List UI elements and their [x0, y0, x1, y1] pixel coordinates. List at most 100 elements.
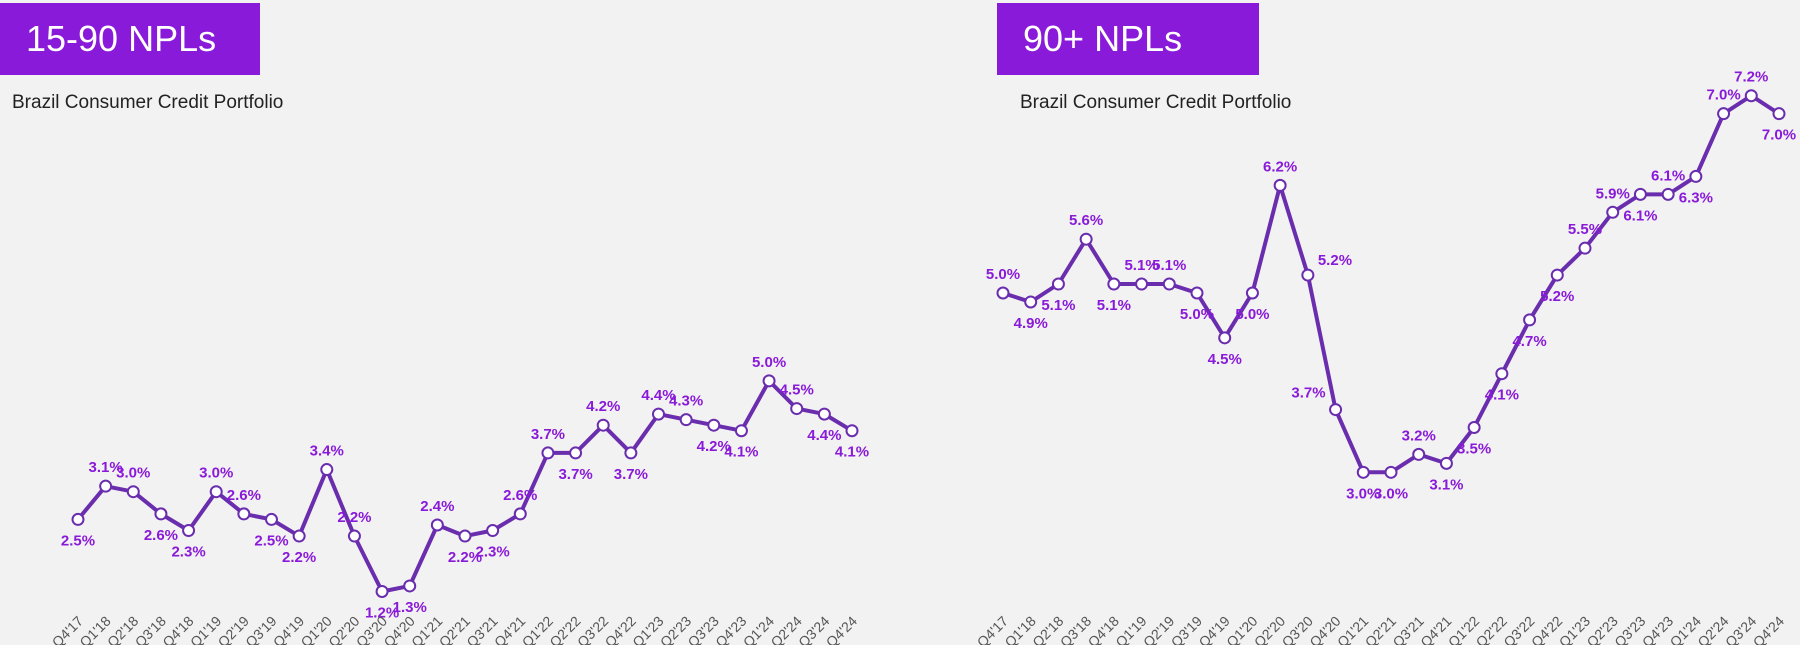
data-label: 7.0%	[1706, 87, 1740, 104]
data-point	[1190, 286, 1204, 300]
data-label: 5.9%	[1596, 185, 1630, 202]
data-point	[237, 507, 251, 521]
data-label: 5.1%	[1041, 297, 1075, 314]
data-point	[1495, 367, 1509, 381]
data-point	[1024, 295, 1038, 309]
data-point	[347, 529, 361, 543]
data-label: 5.2%	[1540, 288, 1574, 305]
data-point	[1606, 205, 1620, 219]
data-label: 3.1%	[89, 459, 123, 476]
data-label: 2.5%	[61, 532, 95, 549]
data-label: 2.2%	[337, 509, 371, 526]
data-label: 2.3%	[476, 544, 510, 561]
x-tick-label: Q4'24	[823, 613, 861, 645]
data-point	[1245, 286, 1259, 300]
data-label: 4.2%	[586, 398, 620, 415]
data-label: 3.7%	[614, 466, 648, 483]
data-point	[486, 524, 500, 538]
data-point	[707, 418, 721, 432]
data-point	[996, 286, 1010, 300]
data-point	[1273, 178, 1287, 192]
data-point	[569, 446, 583, 460]
data-label: 6.2%	[1263, 158, 1297, 175]
data-label: 6.3%	[1679, 189, 1713, 206]
data-point	[1717, 107, 1731, 121]
data-point	[541, 446, 555, 460]
data-point	[596, 418, 610, 432]
data-label: 4.9%	[1014, 315, 1048, 332]
data-label: 3.0%	[1346, 485, 1380, 502]
data-point	[652, 407, 665, 421]
data-label: 3.7%	[531, 426, 565, 443]
data-label: 4.4%	[641, 387, 675, 404]
data-point	[1329, 403, 1343, 417]
data-label: 5.2%	[1318, 252, 1352, 269]
data-label: 2.6%	[503, 487, 537, 504]
data-point	[403, 579, 417, 593]
data-label: 2.6%	[227, 487, 261, 504]
data-label: 5.1%	[1124, 257, 1158, 274]
data-label: 5.5%	[1568, 221, 1602, 238]
data-point	[99, 479, 113, 493]
data-label: 5.1%	[1152, 257, 1186, 274]
data-point	[1661, 187, 1675, 201]
data-point	[209, 485, 223, 499]
line-chart-15-90: 2.5%Q4'173.1%Q1'183.0%Q2'182.6%Q3'182.3%…	[49, 354, 869, 645]
data-label: 3.2%	[1402, 427, 1436, 444]
data-label: 7.2%	[1734, 69, 1768, 86]
data-point	[292, 529, 306, 543]
chart-title: 90+ NPLs	[997, 3, 1259, 75]
data-point	[734, 424, 748, 438]
data-point	[1550, 268, 1564, 282]
chart-title: 15-90 NPLs	[0, 3, 260, 75]
data-point	[1523, 313, 1537, 327]
data-point	[1578, 241, 1592, 255]
data-label: 6.1%	[1623, 207, 1657, 224]
chart-panel-90-plus: 90+ NPLs Brazil Consumer Credit Portfoli…	[900, 0, 1800, 645]
data-point	[762, 374, 776, 388]
data-point	[1135, 277, 1149, 291]
data-point	[1218, 331, 1232, 345]
data-label: 3.4%	[310, 443, 344, 460]
data-point	[320, 463, 334, 477]
data-label: 3.7%	[1291, 385, 1325, 402]
chart-panel-15-90: 15-90 NPLs Brazil Consumer Credit Portfo…	[0, 3, 869, 645]
data-point	[126, 485, 140, 499]
data-point	[1412, 447, 1426, 461]
data-label: 1.3%	[393, 599, 427, 616]
data-label: 4.4%	[807, 427, 841, 444]
data-label: 5.6%	[1069, 212, 1103, 229]
data-point	[265, 512, 278, 526]
data-point	[154, 507, 168, 521]
data-point	[1633, 187, 1647, 201]
data-label: 2.5%	[254, 532, 288, 549]
data-label: 4.1%	[835, 444, 869, 461]
data-label: 4.1%	[1485, 387, 1519, 404]
data-label: 1.2%	[365, 604, 399, 621]
chart-subtitle: Brazil Consumer Credit Portfolio	[12, 92, 284, 113]
data-label: 4.7%	[1512, 333, 1546, 350]
chart-subtitle: Brazil Consumer Credit Portfolio	[1020, 92, 1292, 113]
data-point	[679, 413, 693, 427]
data-label: 4.3%	[669, 393, 703, 410]
data-point	[1162, 277, 1176, 291]
data-point	[1384, 465, 1398, 479]
data-point	[182, 524, 196, 538]
data-point	[790, 402, 804, 416]
data-point	[1301, 268, 1315, 282]
x-tick-label: Q4'24	[1750, 613, 1788, 645]
data-label: 2.4%	[420, 498, 454, 515]
data-label: 4.5%	[1208, 351, 1242, 368]
data-label: 2.6%	[144, 527, 178, 544]
data-label: 4.1%	[724, 444, 758, 461]
data-point	[1051, 277, 1065, 291]
data-point	[375, 584, 389, 598]
data-point	[624, 446, 638, 460]
data-point	[430, 518, 444, 532]
line-chart-90-plus: 5.0%Q4'174.9%Q1'185.1%Q2'185.6%Q3'185.1%…	[974, 69, 1796, 645]
data-label: 3.0%	[116, 465, 150, 482]
data-label: 5.0%	[752, 354, 786, 371]
data-point	[1107, 277, 1121, 291]
data-label: 3.5%	[1457, 441, 1491, 458]
data-label: 4.5%	[780, 382, 814, 399]
